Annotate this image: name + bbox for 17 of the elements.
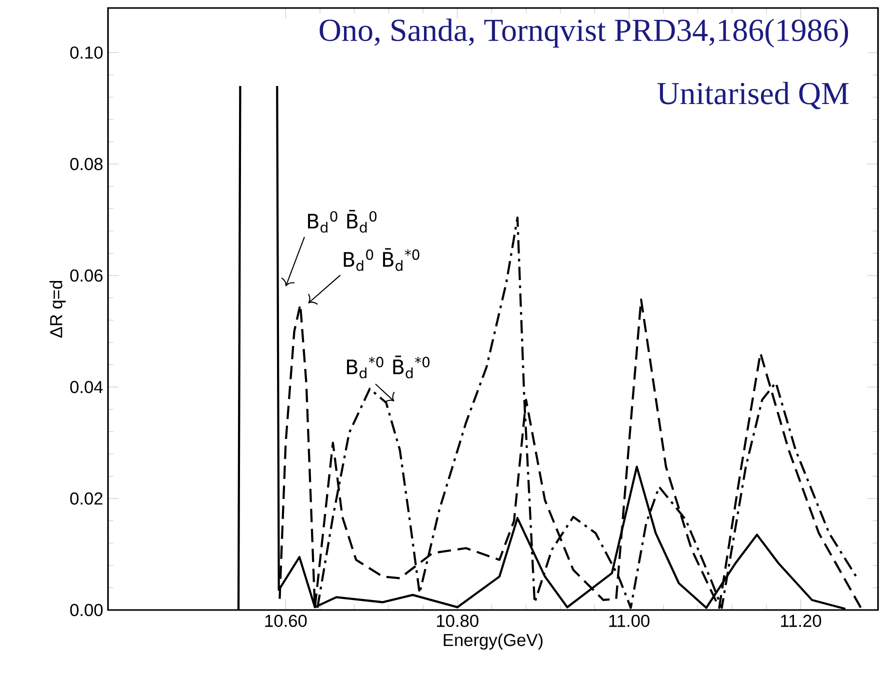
y-tick-label: 0.04 <box>70 380 103 394</box>
annotation: Unitarised QM <box>657 82 849 110</box>
y-tick-label: 0.08 <box>70 158 103 170</box>
text: B$_{d}$$^{0}$ B̄$_{d}$*0 <box>344 248 420 271</box>
y-axis-title: ΔR q=d <box>50 280 66 338</box>
y-tick-label: 0.06 <box>70 269 103 282</box>
series-label: B$_{d}$$^{0}$ B̄$_{d}$0 <box>308 210 377 233</box>
x-tick-label: 11.20 <box>781 614 822 627</box>
annotation: Ono, Sanda, Tornqvist PRD34,186(1986) <box>320 18 848 48</box>
series-label: B$_{d}$$^{*0}$ B̄$_{d}$*0 <box>347 356 430 378</box>
y-tick-label: 0.10 <box>70 46 103 59</box>
x-tick-label: 10.80 <box>437 614 478 627</box>
x-tick-label: 11.00 <box>609 614 650 627</box>
x-axis-title: Energy(GeV) <box>444 633 543 650</box>
y-tick-label: 0.02 <box>70 492 102 505</box>
y-tick-label: 0.00 <box>70 604 103 616</box>
x-tick-label: 10.60 <box>265 614 307 627</box>
